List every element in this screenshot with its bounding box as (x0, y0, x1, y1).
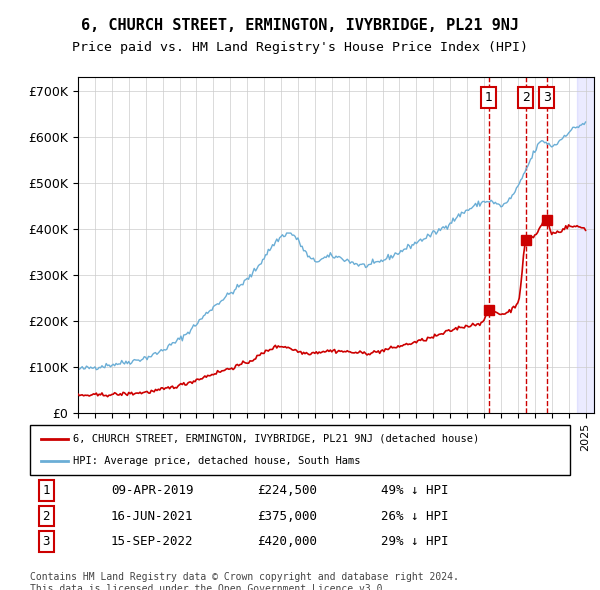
Text: £375,000: £375,000 (257, 510, 317, 523)
Text: Contains HM Land Registry data © Crown copyright and database right 2024.
This d: Contains HM Land Registry data © Crown c… (30, 572, 459, 590)
Text: 26% ↓ HPI: 26% ↓ HPI (381, 510, 449, 523)
Text: 6, CHURCH STREET, ERMINGTON, IVYBRIDGE, PL21 9NJ (detached house): 6, CHURCH STREET, ERMINGTON, IVYBRIDGE, … (73, 434, 479, 444)
Text: 29% ↓ HPI: 29% ↓ HPI (381, 535, 449, 548)
Text: 2: 2 (43, 510, 50, 523)
Text: 16-JUN-2021: 16-JUN-2021 (111, 510, 193, 523)
Text: HPI: Average price, detached house, South Hams: HPI: Average price, detached house, Sout… (73, 456, 361, 466)
Text: 49% ↓ HPI: 49% ↓ HPI (381, 484, 449, 497)
Text: 1: 1 (485, 91, 493, 104)
Text: 09-APR-2019: 09-APR-2019 (111, 484, 193, 497)
Text: 3: 3 (43, 535, 50, 548)
Text: Price paid vs. HM Land Registry's House Price Index (HPI): Price paid vs. HM Land Registry's House … (72, 41, 528, 54)
Text: £224,500: £224,500 (257, 484, 317, 497)
Text: 6, CHURCH STREET, ERMINGTON, IVYBRIDGE, PL21 9NJ: 6, CHURCH STREET, ERMINGTON, IVYBRIDGE, … (81, 18, 519, 32)
Text: £420,000: £420,000 (257, 535, 317, 548)
Text: 15-SEP-2022: 15-SEP-2022 (111, 535, 193, 548)
Text: 2: 2 (522, 91, 530, 104)
Bar (577, 77, 594, 413)
Text: 3: 3 (543, 91, 551, 104)
Text: 1: 1 (43, 484, 50, 497)
FancyBboxPatch shape (30, 425, 570, 475)
